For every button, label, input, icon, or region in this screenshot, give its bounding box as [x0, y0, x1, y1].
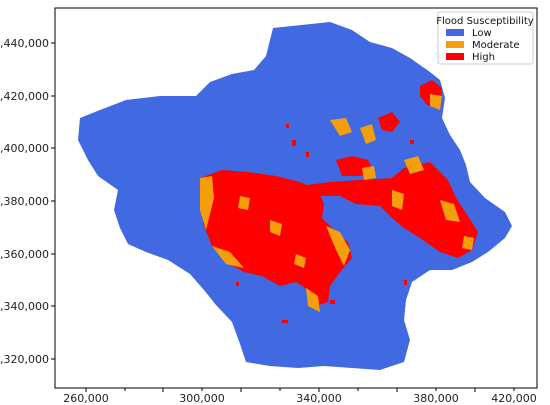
y-axis: [51, 42, 55, 360]
high-susceptibility-central: [300, 162, 478, 258]
legend-swatch-low: [446, 29, 464, 36]
y-tick-label: 4,360,000: [0, 248, 49, 261]
legend-label-high: High: [472, 52, 495, 63]
y-tick-label: 4,320,000: [0, 353, 49, 366]
x-axis: [85, 388, 515, 392]
legend-title: Flood Susceptibility: [436, 16, 533, 27]
high-susceptibility-upper: [378, 112, 400, 132]
legend: Flood Susceptibility Low Moderate High: [436, 11, 534, 65]
y-tick-label: 4,440,000: [0, 37, 49, 50]
legend-label-low: Low: [472, 28, 492, 39]
y-tick-label: 4,400,000: [0, 142, 49, 155]
x-tick-label: 420,000: [491, 392, 537, 405]
x-tick-label: 260,000: [63, 392, 109, 405]
legend-swatch-moderate: [446, 41, 464, 48]
high-susceptibility-west: [200, 170, 352, 306]
moderate-susceptibility-patches: [200, 94, 474, 312]
x-tick-label: 380,000: [413, 392, 459, 405]
high-susceptibility-speckles: [236, 124, 414, 323]
x-tick-label: 340,000: [296, 392, 342, 405]
y-tick-label: 4,380,000: [0, 195, 49, 208]
y-tick-label: 4,340,000: [0, 300, 49, 313]
legend-box: [437, 11, 534, 65]
legend-swatch-high: [446, 53, 464, 60]
x-tick-label: 300,000: [179, 392, 225, 405]
y-tick-label: 4,420,000: [0, 90, 49, 103]
legend-label-moderate: Moderate: [472, 40, 520, 51]
